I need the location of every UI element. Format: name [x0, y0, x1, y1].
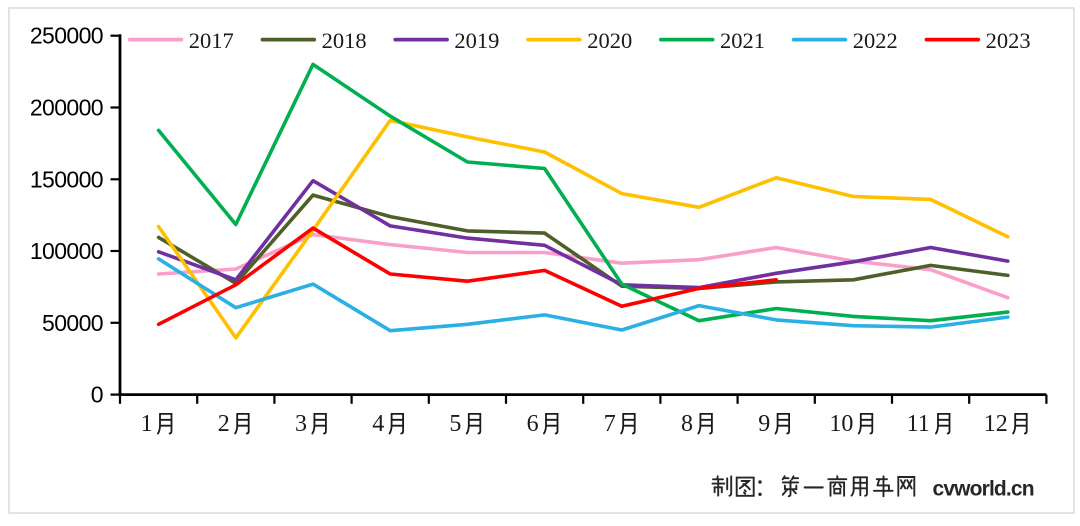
- svg-text:1: 1: [141, 411, 153, 437]
- svg-text:10: 10: [829, 411, 853, 437]
- svg-text:2023: 2023: [986, 28, 1031, 53]
- svg-text:4: 4: [372, 411, 384, 437]
- svg-text:100000: 100000: [30, 238, 103, 264]
- svg-text:2019: 2019: [454, 28, 499, 53]
- svg-text:2017: 2017: [189, 28, 234, 53]
- svg-text:150000: 150000: [30, 166, 103, 192]
- svg-text:8: 8: [681, 411, 693, 437]
- svg-text:cvworld.cn: cvworld.cn: [933, 478, 1034, 501]
- svg-text:9: 9: [758, 411, 770, 437]
- svg-text:2020: 2020: [587, 28, 632, 53]
- svg-text:11: 11: [907, 411, 930, 437]
- svg-text:6: 6: [527, 411, 539, 437]
- svg-text:0: 0: [91, 382, 103, 408]
- svg-text:3: 3: [295, 411, 307, 437]
- svg-text:7: 7: [604, 411, 616, 437]
- svg-text:12: 12: [984, 411, 1008, 437]
- svg-text:2: 2: [218, 411, 230, 437]
- svg-text:50000: 50000: [42, 310, 103, 336]
- svg-text:5: 5: [449, 411, 461, 437]
- svg-text:2021: 2021: [720, 28, 765, 53]
- svg-text:2018: 2018: [322, 28, 367, 53]
- svg-text:200000: 200000: [30, 95, 103, 121]
- svg-text:250000: 250000: [30, 23, 103, 49]
- svg-text:2022: 2022: [853, 28, 898, 53]
